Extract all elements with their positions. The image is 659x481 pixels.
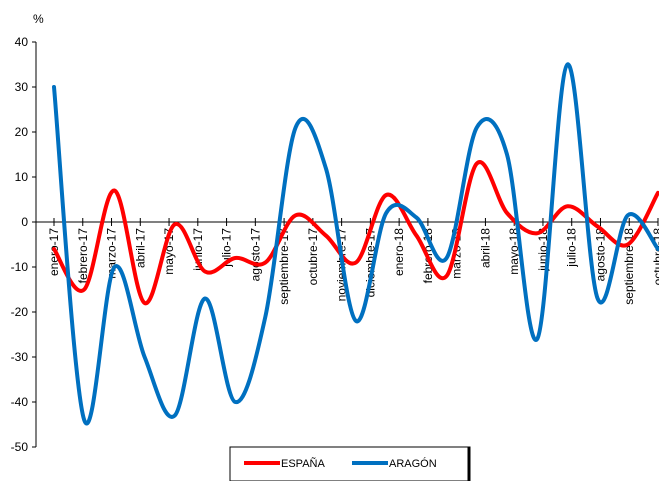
legend-label: ESPAÑA [281, 457, 325, 470]
y-tick-label: 10 [15, 170, 29, 184]
y-tick-label: -30 [11, 350, 29, 364]
x-tick-label: abril-18 [478, 228, 492, 268]
y-axis: 40 30 20 10 0 -10 -20 -30 -40 -50 [11, 35, 37, 454]
y-tick-label: -10 [11, 260, 29, 274]
x-tick-label: febrero-17 [76, 228, 90, 284]
y-tick-label: -50 [11, 440, 29, 454]
x-tick-label: octubre-17 [306, 228, 320, 286]
y-tick-label: -40 [11, 395, 29, 409]
legend-label: ARAGÓN [389, 457, 437, 470]
x-tick-label: agosto-18 [593, 228, 607, 282]
x-tick-label: julio-17 [220, 228, 234, 268]
series-layer [52, 62, 659, 426]
x-tick-label: junio-17 [191, 228, 205, 272]
legend: ESPAÑA ARAGÓN [229, 446, 471, 481]
series-aragon-line [52, 62, 659, 426]
y-tick-label: -20 [11, 305, 29, 319]
y-axis-label: % [33, 12, 44, 26]
y-tick-label: 30 [15, 80, 29, 94]
x-tick-label: abril-17 [133, 228, 147, 268]
x-tick-label: agosto-17 [248, 228, 262, 282]
x-tick-label: julio-18 [565, 228, 579, 268]
y-tick-label: 20 [15, 125, 29, 139]
y-tick-label: 40 [15, 35, 29, 49]
y-tick-label: 0 [21, 215, 28, 229]
x-axis: enero-17 febrero-17 marzo-17 abril-17 mayo-1… [36, 218, 659, 305]
x-tick-label: octubre-18 [651, 228, 659, 286]
x-tick-label: enero-18 [392, 228, 406, 276]
x-tick-label: septiembre-17 [277, 228, 291, 305]
series-espana-line [52, 160, 659, 306]
